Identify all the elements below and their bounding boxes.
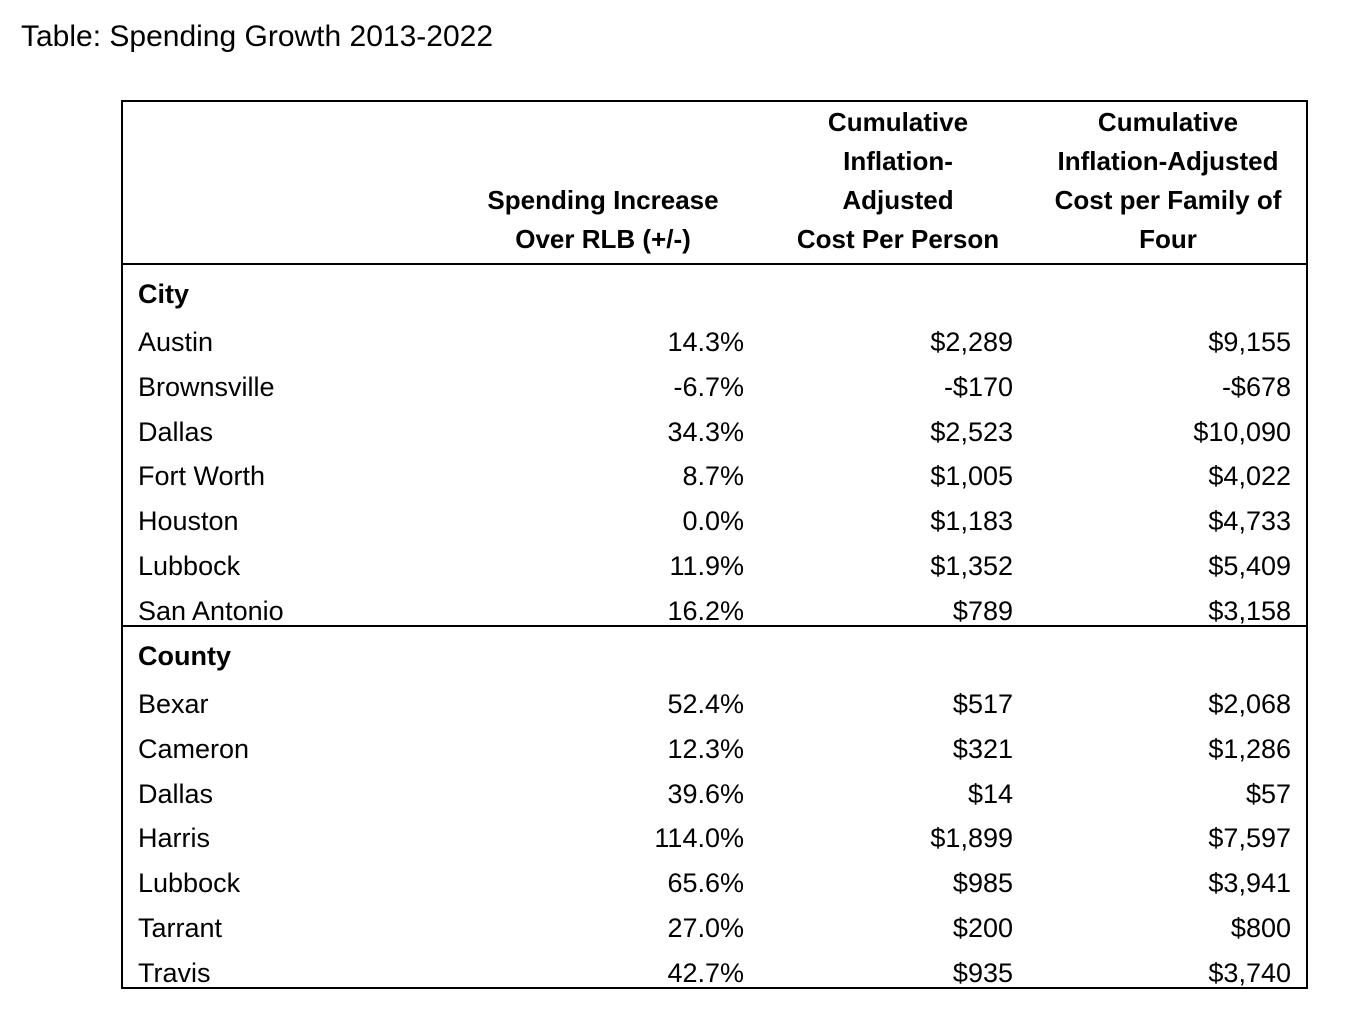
- row-increase: 39.6%: [667, 778, 744, 809]
- table-row: Dallas 39.6% $14 $57: [123, 773, 1306, 818]
- table-row: Tarrant 27.0% $200 $800: [123, 907, 1306, 952]
- section-label-county: County: [138, 641, 231, 671]
- row-per-family: $10,090: [1193, 416, 1291, 447]
- header-line: Cost Per Person: [796, 224, 1000, 254]
- row-per-family: $3,740: [1208, 957, 1291, 988]
- page-title: Table: Spending Growth 2013-2022: [21, 20, 494, 53]
- table-row: Fort Worth 8.7% $1,005 $4,022: [123, 455, 1306, 500]
- row-increase: 16.2%: [667, 595, 744, 626]
- row-per-person: $14: [967, 778, 1013, 809]
- header-line: Four: [1139, 224, 1197, 254]
- row-per-person: $935: [952, 957, 1013, 988]
- row-per-family: $5,409: [1208, 550, 1291, 581]
- row-increase: 14.3%: [667, 327, 744, 357]
- spending-growth-table: Spending Increase Over RLB (+/-) Cumulat…: [121, 100, 1308, 989]
- header-spending-increase: Spending Increase Over RLB (+/-): [463, 181, 743, 259]
- row-per-family: $4,022: [1208, 461, 1291, 492]
- table-row: Houston 0.0% $1,183 $4,733: [123, 500, 1306, 545]
- row-per-person: $1,183: [930, 506, 1013, 537]
- header-line: Inflation-Adjusted: [1057, 146, 1279, 176]
- row-per-person: $1,899: [930, 823, 1013, 854]
- table-row: Lubbock 65.6% $985 $3,941: [123, 862, 1306, 907]
- row-per-family: $7,597: [1208, 823, 1291, 854]
- row-increase: 12.3%: [667, 733, 744, 764]
- county-rows: Bexar 52.4% $517 $2,068 Cameron 12.3% $3…: [123, 683, 1306, 997]
- row-per-person: $200: [952, 912, 1013, 943]
- table-row: Bexar 52.4% $517 $2,068: [123, 683, 1306, 728]
- row-per-family: $57: [1245, 778, 1291, 809]
- row-increase: 34.3%: [667, 416, 744, 447]
- header-line: Adjusted: [842, 185, 954, 215]
- row-per-person: $1,005: [930, 461, 1013, 492]
- row-per-person: $2,289: [930, 327, 1013, 357]
- header-cost-per-family: Cumulative Inflation-Adjusted Cost per F…: [1028, 103, 1308, 259]
- row-per-family: $9,155: [1208, 327, 1291, 357]
- county-section: County Bexar 52.4% $517 $2,068 Cameron 1…: [123, 627, 1306, 989]
- row-per-family: $1,286: [1208, 733, 1291, 764]
- section-label-city: City: [138, 279, 190, 309]
- header-line: Over RLB (+/-): [515, 224, 691, 254]
- row-increase: 0.0%: [682, 506, 744, 537]
- row-name: San Antonio: [138, 595, 284, 626]
- row-per-person: $517: [952, 689, 1013, 719]
- row-name: Harris: [138, 823, 210, 854]
- row-name: Travis: [138, 957, 211, 988]
- row-per-person: $1,352: [930, 550, 1013, 581]
- table-row: Harris 114.0% $1,899 $7,597: [123, 817, 1306, 862]
- row-per-person: -$170: [943, 371, 1013, 402]
- row-increase: 42.7%: [667, 957, 744, 988]
- header-line: Inflation-: [843, 146, 953, 176]
- row-name: Lubbock: [138, 550, 241, 581]
- table-row: Brownsville -6.7% -$170 -$678: [123, 366, 1306, 411]
- header-line: Cumulative: [1097, 107, 1239, 137]
- row-per-person: $2,523: [930, 416, 1013, 447]
- row-per-person: $321: [952, 733, 1013, 764]
- row-increase: 65.6%: [667, 868, 744, 899]
- table-row: Lubbock 11.9% $1,352 $5,409: [123, 545, 1306, 590]
- row-increase: 27.0%: [667, 912, 744, 943]
- row-name: Cameron: [138, 733, 250, 764]
- city-rows: Austin 14.3% $2,289 $9,155 Brownsville -…: [123, 321, 1306, 635]
- table-header-row: Spending Increase Over RLB (+/-) Cumulat…: [123, 102, 1306, 265]
- row-per-family: $2,068: [1208, 689, 1291, 719]
- row-name: Bexar: [138, 689, 209, 719]
- row-per-family: $3,158: [1208, 595, 1291, 626]
- city-section: City Austin 14.3% $2,289 $9,155 Brownsvi…: [123, 265, 1306, 627]
- row-increase: 52.4%: [667, 689, 744, 719]
- header-cost-per-person: Cumulative Inflation- Adjusted Cost Per …: [773, 103, 1023, 259]
- table-row: Travis 42.7% $935 $3,740: [123, 952, 1306, 997]
- row-increase: 8.7%: [682, 461, 744, 492]
- row-increase: -6.7%: [673, 371, 744, 402]
- row-name: Brownsville: [138, 371, 275, 402]
- row-name: Fort Worth: [138, 461, 266, 492]
- table-row: San Antonio 16.2% $789 $3,158: [123, 590, 1306, 635]
- row-name: Lubbock: [138, 868, 241, 899]
- row-name: Dallas: [138, 778, 214, 809]
- header-line: Cumulative: [827, 107, 969, 137]
- row-per-family: -$678: [1221, 371, 1291, 402]
- table-row: Cameron 12.3% $321 $1,286: [123, 728, 1306, 773]
- row-per-person: $789: [952, 595, 1013, 626]
- header-line: Spending Increase: [487, 185, 719, 215]
- row-per-person: $985: [952, 868, 1013, 899]
- row-name: Austin: [138, 327, 214, 357]
- header-line: Cost per Family of: [1054, 185, 1282, 215]
- table-row: Dallas 34.3% $2,523 $10,090: [123, 411, 1306, 456]
- row-name: Dallas: [138, 416, 214, 447]
- row-name: Houston: [138, 506, 239, 537]
- row-per-family: $800: [1230, 912, 1291, 943]
- row-per-family: $4,733: [1208, 506, 1291, 537]
- table-row: Austin 14.3% $2,289 $9,155: [123, 321, 1306, 366]
- row-per-family: $3,941: [1208, 868, 1291, 899]
- row-increase: 11.9%: [669, 550, 744, 581]
- row-increase: 114.0%: [654, 823, 744, 854]
- row-name: Tarrant: [138, 912, 223, 943]
